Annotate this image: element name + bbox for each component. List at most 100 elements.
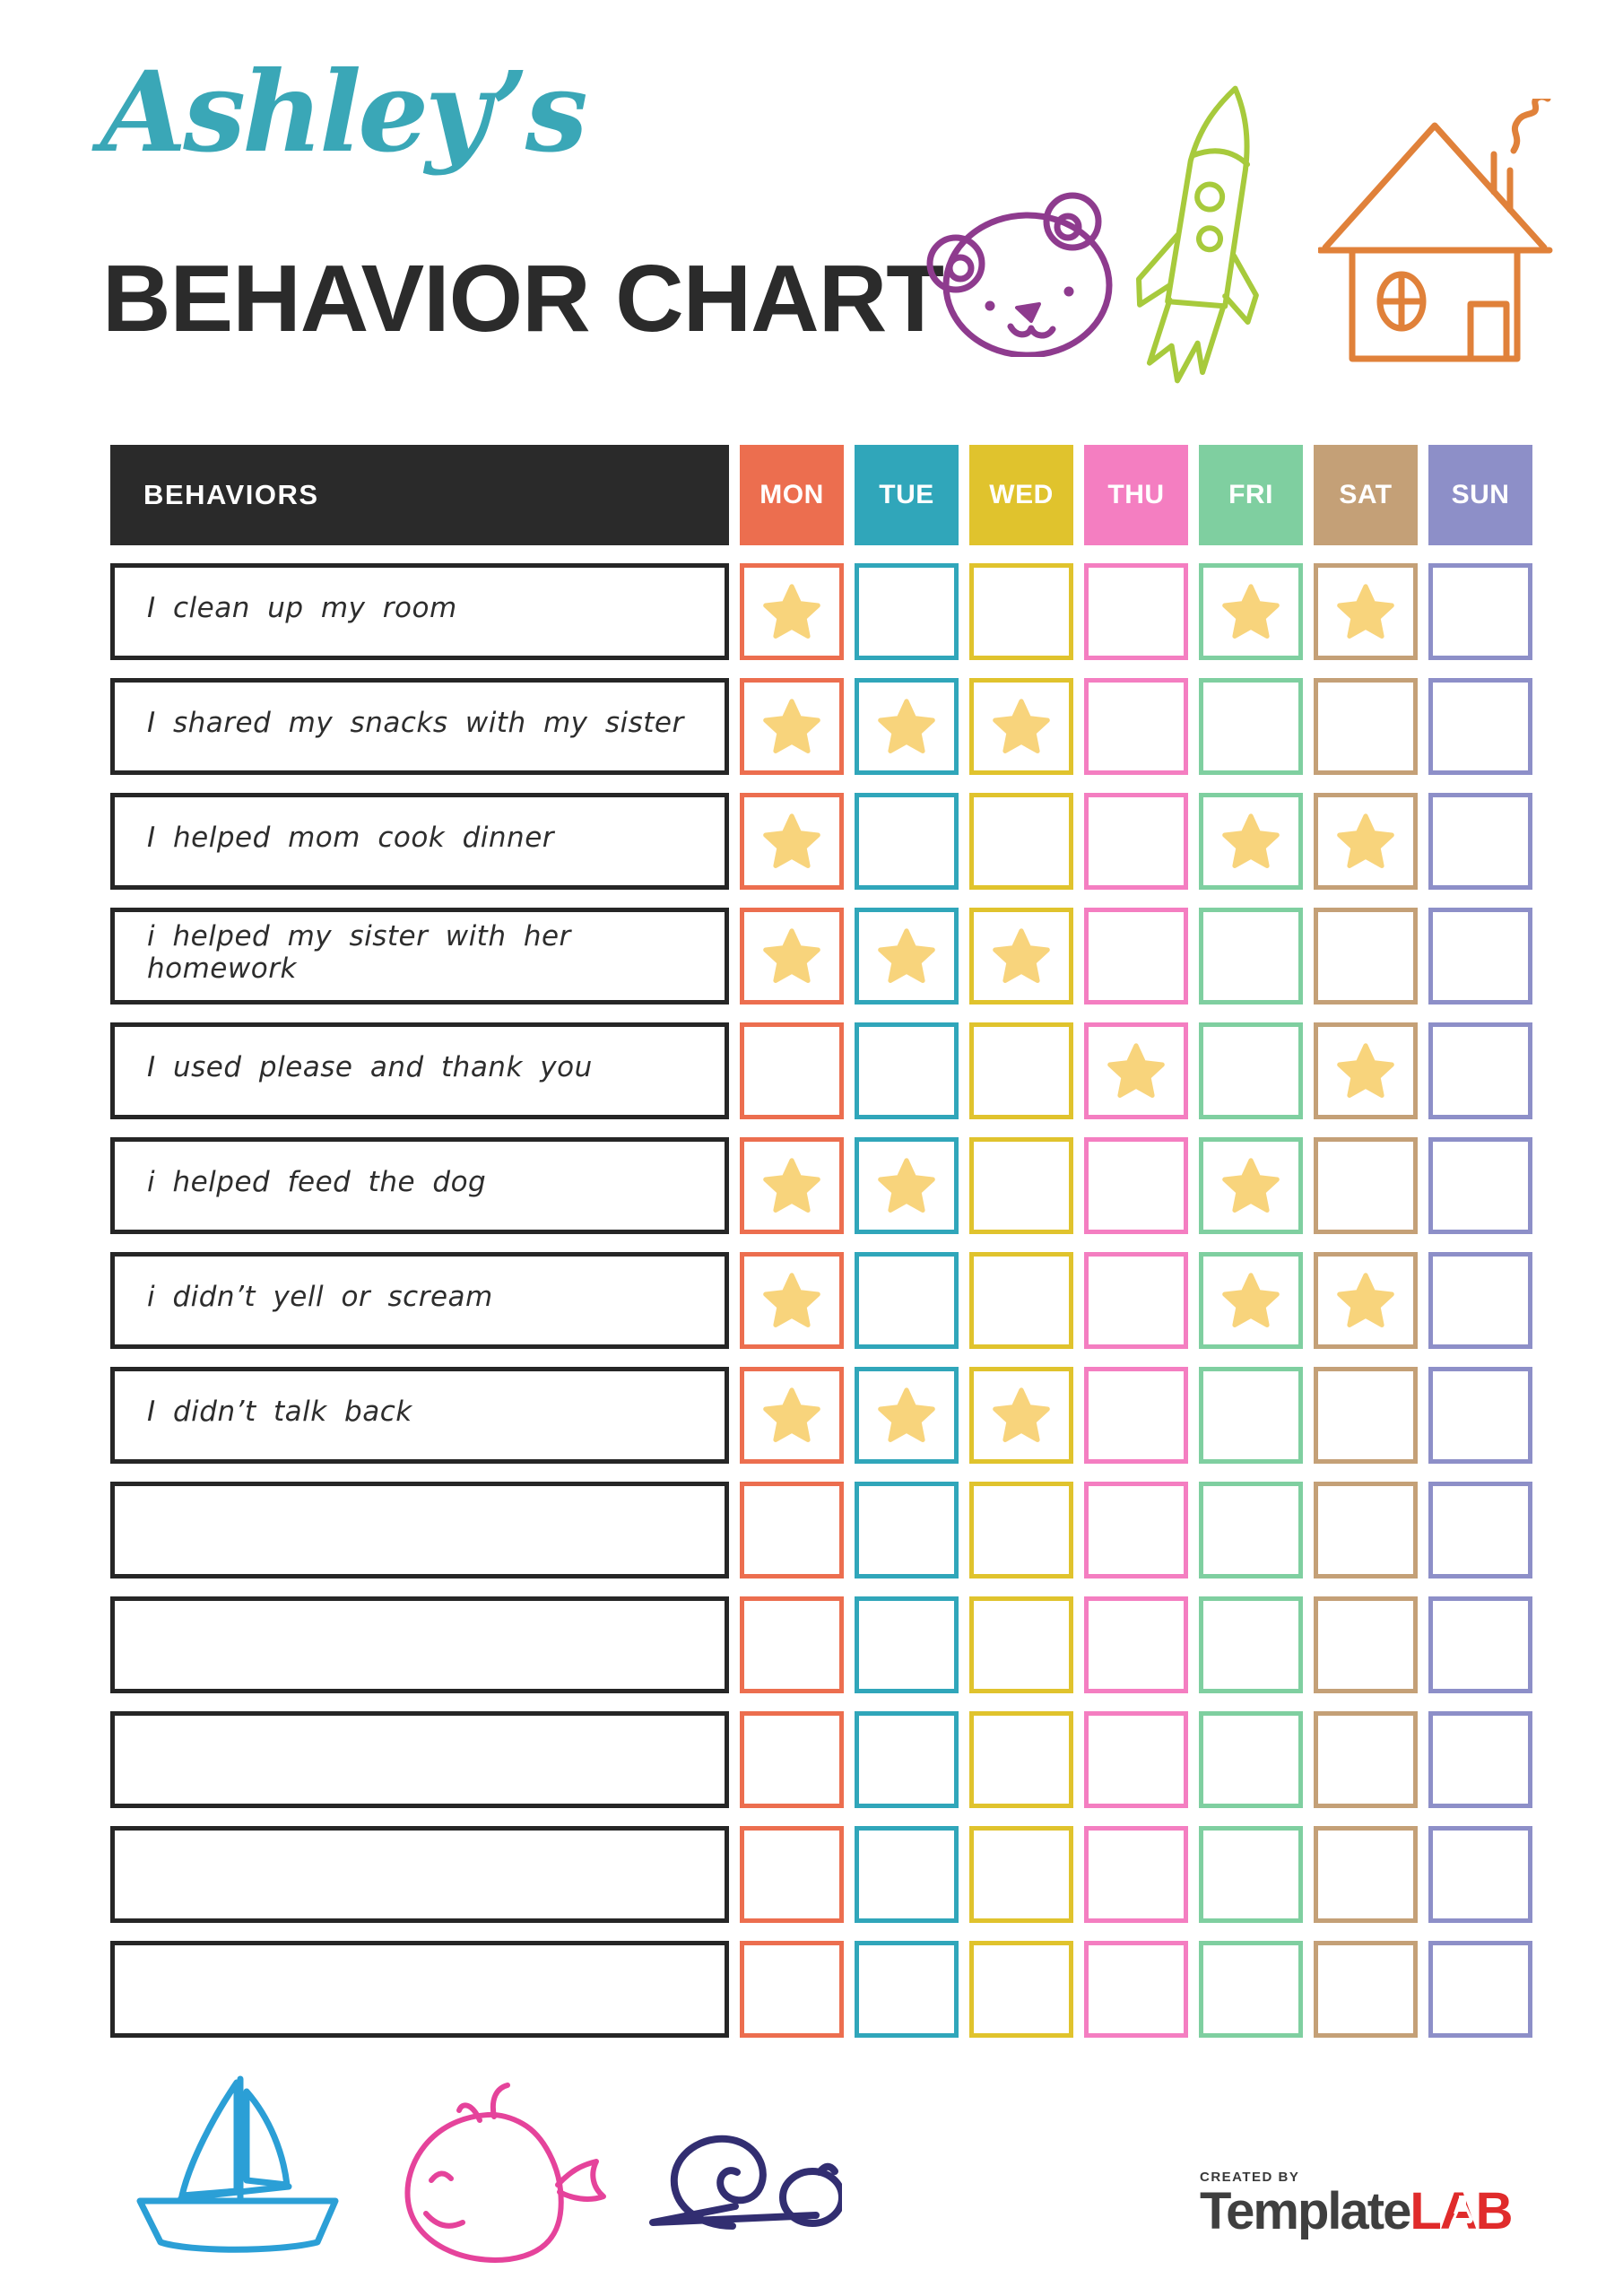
- star-cell-row8-sun[interactable]: [1428, 1367, 1532, 1464]
- star-cell-row9-sat[interactable]: [1314, 1482, 1418, 1578]
- star-cell-row2-thu[interactable]: [1084, 678, 1188, 775]
- star-cell-row7-fri[interactable]: [1199, 1252, 1303, 1349]
- behavior-row-10-label[interactable]: [110, 1596, 729, 1693]
- star-cell-row4-thu[interactable]: [1084, 908, 1188, 1004]
- star-cell-row13-sun[interactable]: [1428, 1941, 1532, 2038]
- behavior-row-3-label[interactable]: I helped mom cook dinner: [110, 793, 729, 890]
- star-cell-row6-thu[interactable]: [1084, 1137, 1188, 1234]
- behavior-row-1-label[interactable]: I clean up my room: [110, 563, 729, 660]
- star-cell-row13-tue[interactable]: [855, 1941, 959, 2038]
- star-cell-row10-fri[interactable]: [1199, 1596, 1303, 1693]
- star-cell-row2-tue[interactable]: [855, 678, 959, 775]
- star-cell-row2-sun[interactable]: [1428, 678, 1532, 775]
- star-cell-row12-sat[interactable]: [1314, 1826, 1418, 1923]
- star-cell-row5-thu[interactable]: [1084, 1022, 1188, 1119]
- star-cell-row5-fri[interactable]: [1199, 1022, 1303, 1119]
- star-cell-row6-sat[interactable]: [1314, 1137, 1418, 1234]
- star-cell-row9-fri[interactable]: [1199, 1482, 1303, 1578]
- star-cell-row10-tue[interactable]: [855, 1596, 959, 1693]
- star-cell-row13-thu[interactable]: [1084, 1941, 1188, 2038]
- star-cell-row13-fri[interactable]: [1199, 1941, 1303, 2038]
- star-cell-row11-wed[interactable]: [969, 1711, 1073, 1808]
- star-cell-row8-tue[interactable]: [855, 1367, 959, 1464]
- star-cell-row8-wed[interactable]: [969, 1367, 1073, 1464]
- star-cell-row8-mon[interactable]: [740, 1367, 844, 1464]
- star-cell-row9-mon[interactable]: [740, 1482, 844, 1578]
- star-cell-row5-sat[interactable]: [1314, 1022, 1418, 1119]
- star-cell-row1-thu[interactable]: [1084, 563, 1188, 660]
- star-cell-row10-wed[interactable]: [969, 1596, 1073, 1693]
- behavior-row-6-label[interactable]: i helped feed the dog: [110, 1137, 729, 1234]
- star-cell-row6-sun[interactable]: [1428, 1137, 1532, 1234]
- star-cell-row8-thu[interactable]: [1084, 1367, 1188, 1464]
- star-cell-row5-mon[interactable]: [740, 1022, 844, 1119]
- star-cell-row6-fri[interactable]: [1199, 1137, 1303, 1234]
- star-cell-row7-tue[interactable]: [855, 1252, 959, 1349]
- star-cell-row7-thu[interactable]: [1084, 1252, 1188, 1349]
- star-cell-row2-sat[interactable]: [1314, 678, 1418, 775]
- behavior-row-9-label[interactable]: [110, 1482, 729, 1578]
- star-cell-row3-sun[interactable]: [1428, 793, 1532, 890]
- star-cell-row4-mon[interactable]: [740, 908, 844, 1004]
- star-cell-row7-sat[interactable]: [1314, 1252, 1418, 1349]
- behavior-row-12-label[interactable]: [110, 1826, 729, 1923]
- star-cell-row1-mon[interactable]: [740, 563, 844, 660]
- star-cell-row3-sat[interactable]: [1314, 793, 1418, 890]
- star-cell-row3-tue[interactable]: [855, 793, 959, 890]
- star-cell-row4-fri[interactable]: [1199, 908, 1303, 1004]
- behavior-row-8-label[interactable]: I didn’t talk back: [110, 1367, 729, 1464]
- star-cell-row13-mon[interactable]: [740, 1941, 844, 2038]
- star-cell-row12-mon[interactable]: [740, 1826, 844, 1923]
- star-cell-row7-wed[interactable]: [969, 1252, 1073, 1349]
- star-cell-row6-tue[interactable]: [855, 1137, 959, 1234]
- star-cell-row3-mon[interactable]: [740, 793, 844, 890]
- star-cell-row9-tue[interactable]: [855, 1482, 959, 1578]
- star-cell-row12-wed[interactable]: [969, 1826, 1073, 1923]
- star-cell-row10-thu[interactable]: [1084, 1596, 1188, 1693]
- star-cell-row4-tue[interactable]: [855, 908, 959, 1004]
- star-cell-row10-sat[interactable]: [1314, 1596, 1418, 1693]
- star-cell-row4-wed[interactable]: [969, 908, 1073, 1004]
- star-cell-row4-sat[interactable]: [1314, 908, 1418, 1004]
- star-cell-row5-sun[interactable]: [1428, 1022, 1532, 1119]
- star-cell-row2-mon[interactable]: [740, 678, 844, 775]
- star-cell-row1-tue[interactable]: [855, 563, 959, 660]
- behavior-row-7-label[interactable]: i didn’t yell or scream: [110, 1252, 729, 1349]
- star-cell-row13-sat[interactable]: [1314, 1941, 1418, 2038]
- star-cell-row12-tue[interactable]: [855, 1826, 959, 1923]
- star-cell-row5-wed[interactable]: [969, 1022, 1073, 1119]
- star-cell-row3-thu[interactable]: [1084, 793, 1188, 890]
- star-cell-row13-wed[interactable]: [969, 1941, 1073, 2038]
- star-cell-row6-mon[interactable]: [740, 1137, 844, 1234]
- star-cell-row11-tue[interactable]: [855, 1711, 959, 1808]
- star-cell-row11-sun[interactable]: [1428, 1711, 1532, 1808]
- behavior-row-2-label[interactable]: I shared my snacks with my sister: [110, 678, 729, 775]
- behavior-row-11-label[interactable]: [110, 1711, 729, 1808]
- star-cell-row5-tue[interactable]: [855, 1022, 959, 1119]
- star-cell-row4-sun[interactable]: [1428, 908, 1532, 1004]
- star-cell-row12-sun[interactable]: [1428, 1826, 1532, 1923]
- star-cell-row10-sun[interactable]: [1428, 1596, 1532, 1693]
- star-cell-row8-sat[interactable]: [1314, 1367, 1418, 1464]
- star-cell-row2-fri[interactable]: [1199, 678, 1303, 775]
- star-cell-row11-mon[interactable]: [740, 1711, 844, 1808]
- behavior-row-5-label[interactable]: I used please and thank you: [110, 1022, 729, 1119]
- star-cell-row1-sun[interactable]: [1428, 563, 1532, 660]
- star-cell-row3-fri[interactable]: [1199, 793, 1303, 890]
- star-cell-row6-wed[interactable]: [969, 1137, 1073, 1234]
- star-cell-row7-sun[interactable]: [1428, 1252, 1532, 1349]
- behavior-row-13-label[interactable]: [110, 1941, 729, 2038]
- star-cell-row11-thu[interactable]: [1084, 1711, 1188, 1808]
- star-cell-row3-wed[interactable]: [969, 793, 1073, 890]
- star-cell-row9-wed[interactable]: [969, 1482, 1073, 1578]
- star-cell-row11-fri[interactable]: [1199, 1711, 1303, 1808]
- star-cell-row7-mon[interactable]: [740, 1252, 844, 1349]
- star-cell-row8-fri[interactable]: [1199, 1367, 1303, 1464]
- star-cell-row1-fri[interactable]: [1199, 563, 1303, 660]
- behavior-row-4-label[interactable]: i helped my sister with her homework: [110, 908, 729, 1004]
- star-cell-row1-sat[interactable]: [1314, 563, 1418, 660]
- star-cell-row9-thu[interactable]: [1084, 1482, 1188, 1578]
- star-cell-row11-sat[interactable]: [1314, 1711, 1418, 1808]
- star-cell-row1-wed[interactable]: [969, 563, 1073, 660]
- star-cell-row2-wed[interactable]: [969, 678, 1073, 775]
